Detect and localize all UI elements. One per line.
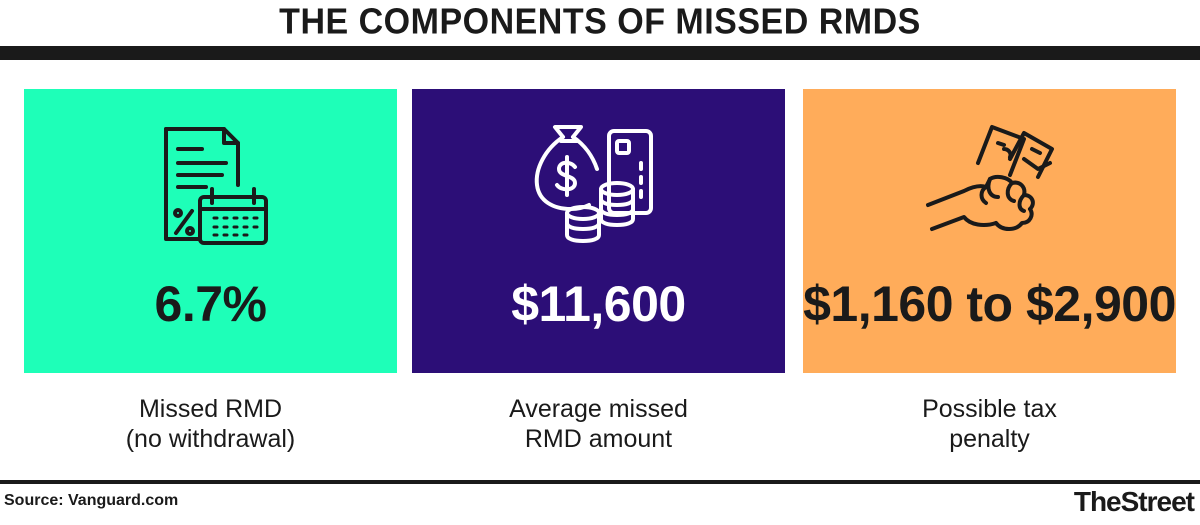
caption-line: Possible tax — [922, 395, 1057, 423]
stat-panel-tax-penalty: $1,160 to $2,900 — [803, 89, 1176, 373]
caption-line: Average missed — [509, 395, 688, 423]
caption-tax-penalty: Possible tax penalty — [803, 394, 1176, 454]
stat-value-missed-rmd: 6.7% — [154, 276, 267, 332]
caption-line: (no withdrawal) — [125, 425, 296, 453]
stat-panel-missed-rmd: 6.7% — [24, 89, 397, 373]
stat-value-average-missed: $11,600 — [511, 276, 686, 332]
caption-line: Missed RMD — [138, 395, 283, 423]
stat-panel-average-missed: $11,600 — [412, 89, 785, 373]
caption-line: penalty — [949, 425, 1030, 453]
caption-missed-rmd: Missed RMD (no withdrawal) — [24, 394, 397, 454]
brand-logo: TheStreet — [1073, 486, 1195, 517]
money-bag-coins-card-icon — [412, 119, 785, 249]
top-divider — [0, 46, 1200, 60]
bottom-divider — [0, 480, 1200, 484]
caption-average-missed: Average missed RMD amount — [412, 394, 785, 454]
page-title: THE COMPONENTS OF MISSED RMDS — [279, 2, 921, 42]
stat-value-tax-penalty: $1,160 to $2,900 — [803, 276, 1176, 332]
hand-holding-cash-icon — [803, 119, 1176, 249]
source-note: Source: Vanguard.com — [4, 492, 179, 509]
document-calendar-percent-icon — [24, 119, 397, 249]
caption-line: RMD amount — [524, 425, 673, 453]
